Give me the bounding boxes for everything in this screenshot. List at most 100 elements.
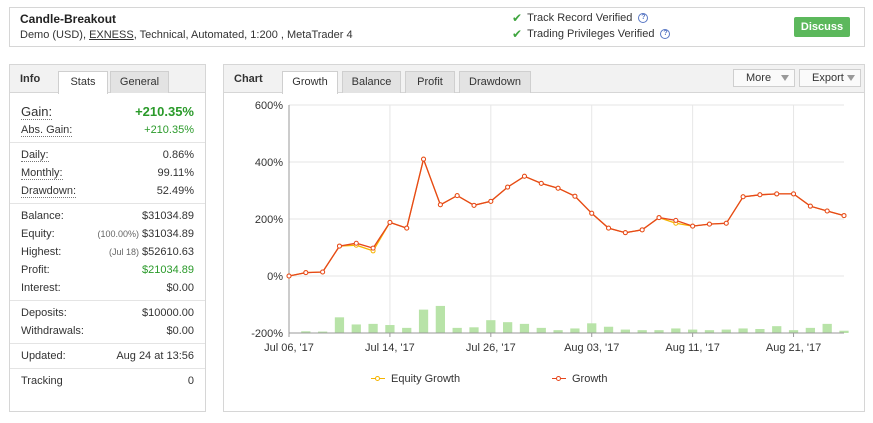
- highest-value-wrap: (Jul 18) $52610.63: [109, 246, 194, 258]
- volume-bar[interactable]: [385, 325, 395, 333]
- data-point[interactable]: [673, 217, 679, 223]
- abs-gain-label[interactable]: Abs. Gain:: [21, 124, 73, 137]
- data-point[interactable]: [353, 240, 359, 246]
- volume-bar[interactable]: [620, 329, 630, 333]
- volume-bar[interactable]: [688, 329, 698, 333]
- data-point[interactable]: [757, 192, 763, 198]
- interest-value: $0.00: [166, 282, 194, 294]
- data-point[interactable]: [336, 243, 342, 249]
- legend-equity-growth[interactable]: Equity Growth: [371, 373, 460, 385]
- volume-bar[interactable]: [334, 317, 345, 333]
- x-tick-label: Jul 14, '17: [365, 342, 415, 354]
- data-point[interactable]: [807, 203, 813, 209]
- system-description: Demo (USD), EXNESS, Technical, Automated…: [20, 29, 353, 41]
- profit-label: Profit:: [21, 264, 50, 276]
- stat-tracking: Tracking 0: [10, 372, 205, 390]
- broker-link[interactable]: EXNESS: [89, 29, 134, 41]
- tab-balance[interactable]: Balance: [342, 71, 401, 93]
- stat-interest: Interest: $0.00: [10, 279, 205, 297]
- volume-bar[interactable]: [418, 309, 429, 333]
- data-point[interactable]: [437, 202, 443, 208]
- volume-bar[interactable]: [788, 330, 799, 333]
- data-point[interactable]: [404, 225, 410, 231]
- volume-bar[interactable]: [402, 327, 412, 333]
- volume-bar[interactable]: [368, 323, 378, 333]
- tab-profit[interactable]: Profit: [405, 71, 455, 93]
- data-point[interactable]: [505, 184, 511, 190]
- chart-lines: [286, 156, 847, 279]
- volume-bar[interactable]: [301, 331, 311, 333]
- volume-bar[interactable]: [519, 323, 530, 333]
- volume-bar[interactable]: [503, 322, 513, 333]
- data-point[interactable]: [471, 202, 477, 208]
- volume-bar[interactable]: [603, 326, 614, 333]
- legend-growth[interactable]: Growth: [552, 373, 607, 385]
- data-point[interactable]: [706, 221, 712, 227]
- trading-privileges-verified: ✔ Trading Privileges Verified ?: [512, 27, 671, 41]
- volume-bar[interactable]: [721, 329, 731, 333]
- volume-bar[interactable]: [452, 327, 462, 333]
- help-icon[interactable]: ?: [638, 13, 649, 23]
- interest-label: Interest:: [21, 282, 61, 294]
- tab-drawdown[interactable]: Drawdown: [459, 71, 531, 93]
- volume-bar[interactable]: [536, 327, 546, 333]
- tab-growth[interactable]: Growth: [282, 71, 338, 94]
- data-point[interactable]: [824, 208, 830, 214]
- daily-label[interactable]: Daily:: [21, 149, 49, 162]
- volume-bar[interactable]: [654, 330, 664, 333]
- data-point[interactable]: [555, 185, 561, 191]
- gain-label[interactable]: Gain:: [21, 104, 53, 120]
- drawdown-label[interactable]: Drawdown:: [21, 185, 77, 198]
- volume-bar[interactable]: [570, 328, 580, 333]
- volume-bar[interactable]: [637, 330, 647, 333]
- data-point[interactable]: [791, 191, 797, 197]
- checkmark-icon: ✔: [512, 27, 523, 41]
- data-point[interactable]: [370, 245, 376, 251]
- discuss-button[interactable]: Discuss: [794, 17, 850, 37]
- track-record-verified: ✔ Track Record Verified ?: [512, 11, 649, 25]
- volume-bar[interactable]: [772, 326, 782, 333]
- export-label: Export: [812, 72, 844, 84]
- help-icon[interactable]: ?: [660, 29, 671, 39]
- volume-bar[interactable]: [553, 330, 563, 333]
- volume-bar[interactable]: [671, 328, 681, 333]
- data-point[interactable]: [454, 193, 460, 199]
- volume-bar[interactable]: [435, 305, 445, 333]
- data-point[interactable]: [639, 227, 645, 233]
- data-point[interactable]: [622, 230, 628, 236]
- volume-bar[interactable]: [755, 329, 765, 333]
- volume-bar[interactable]: [318, 331, 328, 333]
- volume-bar[interactable]: [704, 330, 715, 333]
- volume-bar[interactable]: [822, 323, 832, 333]
- tab-general[interactable]: General: [110, 71, 169, 93]
- data-point[interactable]: [572, 193, 578, 199]
- volume-bar[interactable]: [738, 328, 748, 333]
- more-dropdown[interactable]: More: [733, 69, 795, 87]
- data-point[interactable]: [303, 270, 309, 276]
- export-dropdown[interactable]: Export: [799, 69, 861, 87]
- data-point[interactable]: [421, 156, 427, 162]
- data-point[interactable]: [656, 215, 662, 221]
- data-point[interactable]: [690, 223, 696, 229]
- data-point[interactable]: [320, 269, 326, 275]
- volume-bar[interactable]: [587, 323, 597, 333]
- data-point[interactable]: [774, 191, 780, 197]
- data-point[interactable]: [723, 220, 729, 226]
- data-point[interactable]: [286, 273, 292, 279]
- volume-bar[interactable]: [839, 330, 849, 333]
- data-point[interactable]: [606, 225, 612, 231]
- data-point[interactable]: [538, 180, 544, 186]
- data-point[interactable]: [740, 194, 746, 200]
- data-point[interactable]: [589, 210, 595, 216]
- data-point[interactable]: [488, 198, 494, 204]
- data-point[interactable]: [387, 219, 393, 225]
- monthly-label[interactable]: Monthly:: [21, 167, 63, 180]
- data-point[interactable]: [841, 213, 847, 219]
- volume-bar[interactable]: [351, 324, 361, 333]
- volume-bar[interactable]: [469, 327, 479, 333]
- volume-bar[interactable]: [805, 327, 815, 333]
- tab-stats[interactable]: Stats: [58, 71, 108, 94]
- volume-bar[interactable]: [486, 320, 496, 333]
- highest-date: (Jul 18): [108, 247, 139, 257]
- data-point[interactable]: [521, 173, 527, 179]
